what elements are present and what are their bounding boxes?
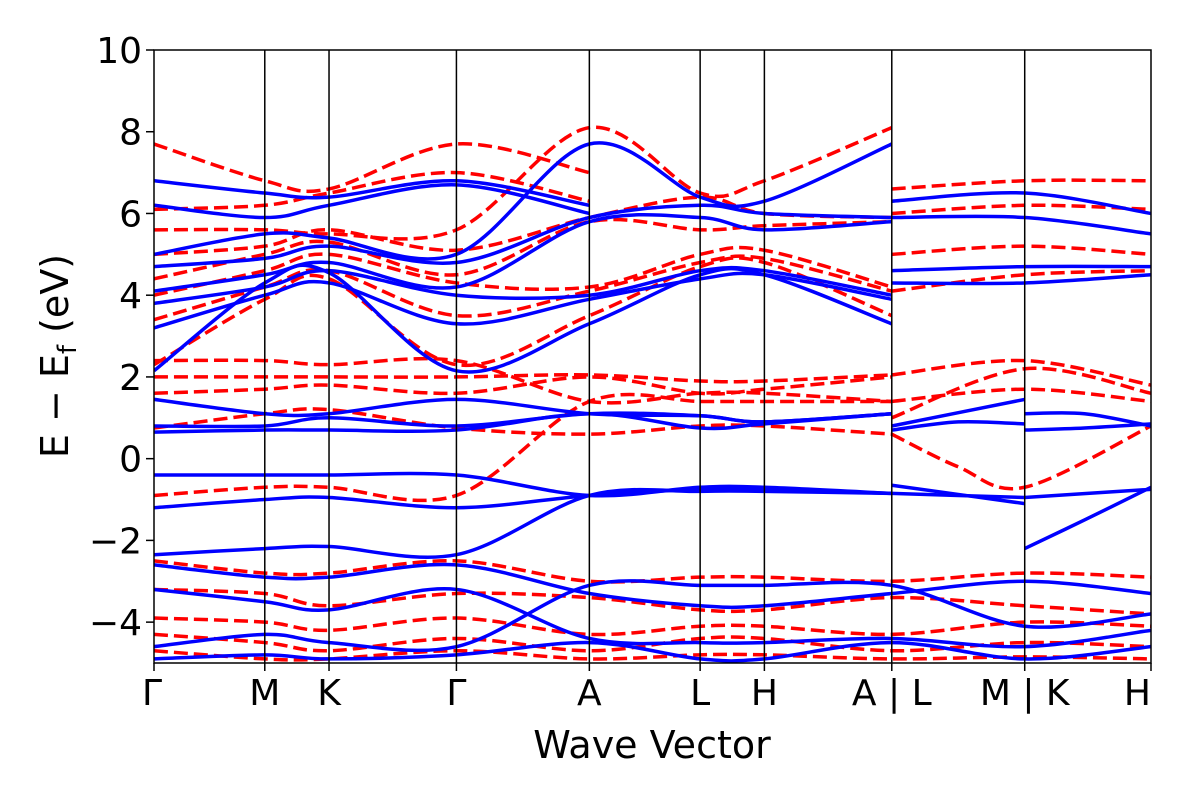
bands-layer xyxy=(154,125,1151,663)
y-tick-label: 10 xyxy=(96,31,142,72)
y-tick-label: 6 xyxy=(119,194,142,235)
band-line-red-dashed xyxy=(154,217,892,281)
y-tick-label: 2 xyxy=(119,358,142,399)
band-line-blue-solid xyxy=(891,419,1025,432)
x-tick-label: H xyxy=(1124,673,1151,714)
x-tick-label: K xyxy=(317,673,342,714)
x-tick-label: H xyxy=(751,673,778,714)
band-line-blue-solid xyxy=(891,491,1025,500)
band-line-red-dashed xyxy=(154,142,590,194)
kpath-lines-layer xyxy=(264,50,1026,663)
band-line-red-dashed xyxy=(154,648,1151,662)
band-line-red-dashed xyxy=(154,170,590,212)
x-tick-label: Γ xyxy=(446,673,466,714)
band-line-red-dashed xyxy=(154,356,892,405)
band-line-red-dashed xyxy=(154,392,892,503)
band-line-blue-solid xyxy=(154,579,1151,653)
band-line-red-dashed xyxy=(154,558,1151,584)
band-line-red-dashed xyxy=(154,256,893,368)
x-tick-label: L xyxy=(690,673,710,714)
band-line-red-dashed xyxy=(154,587,1151,616)
band-line-red-dashed xyxy=(154,616,1151,637)
x-axis-title: Wave Vector xyxy=(533,723,771,767)
band-line-blue-solid xyxy=(1023,485,1151,551)
band-line-red-dashed xyxy=(154,125,893,241)
y-ticks-layer: −4 −2 0 2 4 6 8 10 xyxy=(89,31,154,644)
band-line-blue-solid xyxy=(154,487,892,559)
y-tick-label: 8 xyxy=(119,113,142,154)
band-line-blue-solid xyxy=(1024,487,1151,500)
x-tick-label: A | L xyxy=(852,673,932,714)
band-line-blue-solid xyxy=(154,179,590,208)
y-axis-title-main: E − E xyxy=(33,354,77,458)
plot-background xyxy=(154,50,1151,663)
x-tick-label: M | K xyxy=(980,673,1071,714)
plot-frame xyxy=(153,49,1152,664)
y-axis-title-subscript: f xyxy=(53,344,83,354)
y-tick-label: −2 xyxy=(89,521,142,562)
band-line-red-dashed xyxy=(891,424,1151,491)
band-line-blue-solid xyxy=(154,212,892,293)
band-line-blue-solid xyxy=(154,640,1151,663)
y-tick-label: 0 xyxy=(119,440,142,481)
band-line-blue-solid xyxy=(154,562,1151,610)
band-line-blue-solid xyxy=(154,183,590,220)
x-tick-label: Γ xyxy=(142,673,162,714)
y-tick-label: −4 xyxy=(89,603,142,644)
y-tick-label: 4 xyxy=(119,276,142,317)
y-axis-title-unit: (eV) xyxy=(33,254,77,345)
x-tick-label: M xyxy=(249,673,280,714)
x-tick-label: A xyxy=(577,673,602,714)
y-axis-title: E − Ef (eV) xyxy=(33,254,83,458)
band-line-blue-solid xyxy=(891,397,1026,428)
band-line-blue-solid xyxy=(1024,411,1151,428)
band-line-blue-solid xyxy=(154,587,1151,649)
